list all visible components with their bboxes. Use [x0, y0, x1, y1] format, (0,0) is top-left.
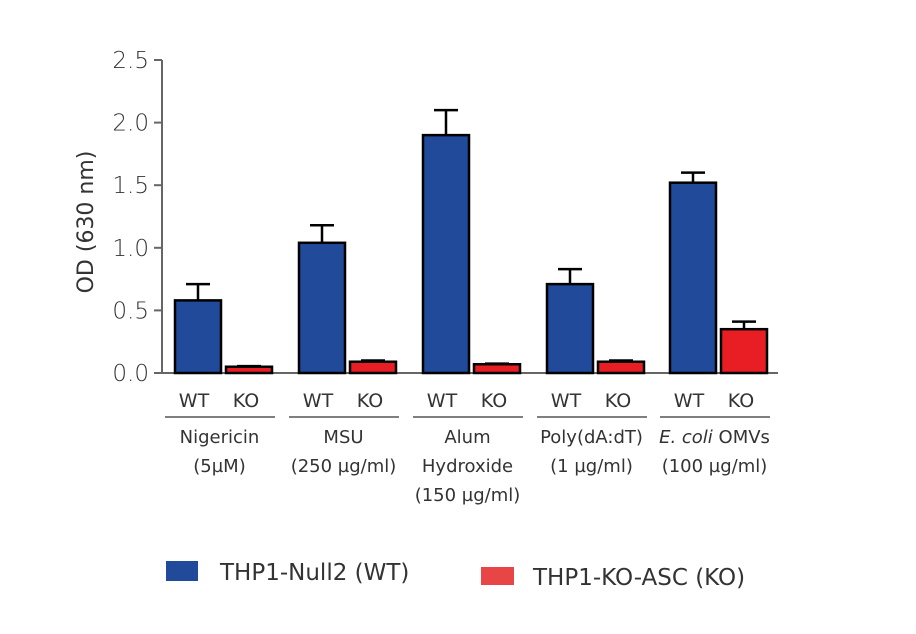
bar-wt — [421, 133, 471, 375]
x-labels: WT KO Nigericin (5µM) WT KO MSU (250 µg/ml) WT KO… — [165, 390, 770, 506]
category-label: (5µM) — [193, 456, 245, 477]
category-label: (150 µg/ml) — [415, 485, 521, 506]
group-sub-label: KO — [357, 390, 383, 412]
category-label: (250 µg/ml) — [291, 456, 397, 477]
group-sub-label: KO — [233, 390, 259, 412]
category-label: MSU — [323, 427, 363, 448]
bar-ko — [719, 327, 769, 375]
bar-ko — [472, 362, 522, 375]
bar-ko — [596, 360, 646, 375]
category-label: Nigericin — [180, 427, 260, 448]
group-sub-label: WT — [427, 390, 458, 412]
y-tick-label: 2.0 — [112, 111, 149, 137]
group-sub-label: WT — [303, 390, 334, 412]
legend-swatch-ko — [481, 567, 514, 585]
axes: 0.0 0.5 1.0 1.5 2.0 2.5 — [112, 48, 778, 387]
y-tick-label: 1.0 — [112, 236, 149, 262]
bar-ko — [224, 365, 274, 375]
group-sub-label: WT — [179, 390, 210, 412]
y-axis-label: OD (630 nm) — [74, 151, 99, 294]
bar-wt — [297, 241, 347, 375]
group-sub-label: KO — [605, 390, 631, 412]
category-label: E. coli OMVs — [659, 427, 770, 448]
group-sub-label: KO — [728, 390, 754, 412]
group-sub-label: KO — [481, 390, 507, 412]
legend-swatch-wt — [166, 561, 198, 581]
y-tick-label: 2.5 — [112, 48, 149, 74]
y-tick-label: 1.5 — [112, 173, 149, 199]
legend-label-wt: THP1-Null2 (WT) — [219, 560, 409, 586]
legend-label-ko: THP1-KO-ASC (KO) — [532, 565, 745, 591]
group-sub-label: WT — [674, 390, 705, 412]
bar-ko — [348, 360, 398, 375]
category-label: Alum — [444, 427, 490, 448]
bar-wt — [545, 282, 595, 375]
category-label-rest: OMVs — [719, 427, 770, 448]
category-label: (1 µg/ml) — [550, 456, 633, 477]
bars — [173, 108, 769, 375]
category-label: Poly(dA:dT) — [540, 427, 643, 448]
y-tick-label: 0.0 — [112, 361, 149, 387]
category-label-italic: E. coli — [659, 427, 718, 448]
bar-wt — [173, 299, 223, 375]
group-sub-label: WT — [551, 390, 582, 412]
bar-wt — [668, 181, 718, 375]
y-tick-label: 0.5 — [112, 298, 149, 324]
category-label: Hydroxide — [422, 456, 513, 477]
legend: THP1-Null2 (WT) THP1-KO-ASC (KO) — [166, 560, 745, 591]
category-label: (100 µg/ml) — [662, 456, 768, 477]
